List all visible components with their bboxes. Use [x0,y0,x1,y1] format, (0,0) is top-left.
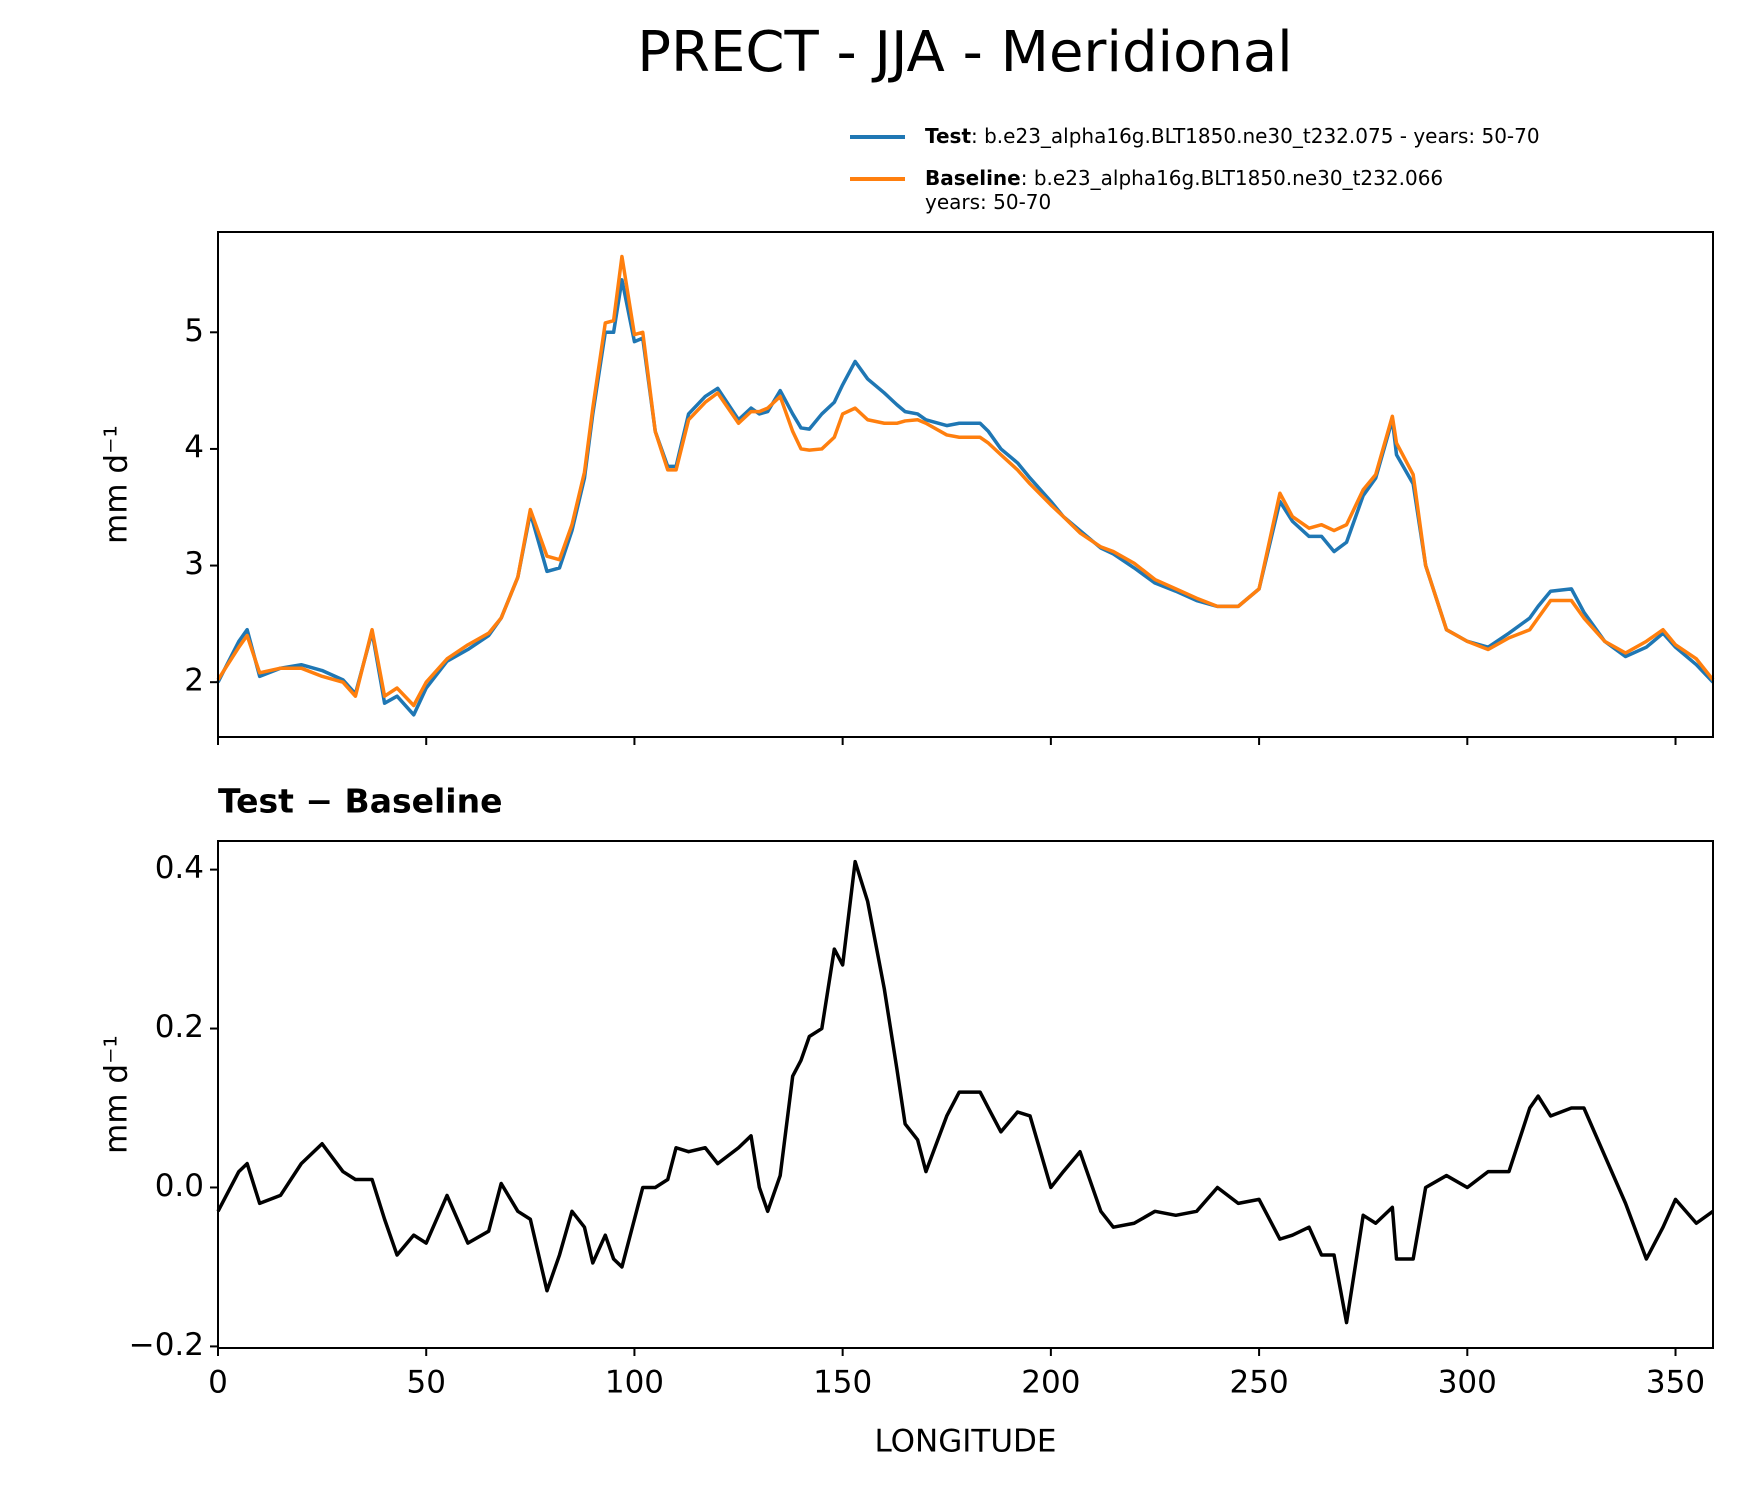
data-line [216,254,1715,708]
y-axis-label: mm d⁻¹ [99,425,135,544]
axes-frame [217,840,1714,1349]
x-tick-label: 50 [406,1365,445,1401]
data-line [216,859,1715,1325]
y-tick-label: 0.0 [155,1168,204,1204]
legend-label: years: 50-70 [925,190,1051,214]
y-tick-label: 2 [184,663,204,699]
panel-title: Test − Baseline [218,782,503,821]
plot-area [218,841,1713,1348]
axes-frame [217,231,1714,738]
x-tick-label: 100 [605,1365,664,1401]
legend-description: : b.e23_alpha16g.BLT1850.ne30_t232.066 [1021,166,1443,190]
y-axis-label: mm d⁻¹ [99,1035,135,1154]
legend-label: Baseline: b.e23_alpha16g.BLT1850.ne30_t2… [925,166,1443,190]
legend-label: Test: b.e23_alpha16g.BLT1850.ne30_t232.0… [925,124,1540,148]
legend-name: Test [925,124,971,148]
x-tick-label: 350 [1646,1365,1705,1401]
x-tick-label: 200 [1021,1365,1080,1401]
x-tick-label: 150 [813,1365,872,1401]
legend-description: : b.e23_alpha16g.BLT1850.ne30_t232.075 -… [971,124,1540,148]
legend-name: Baseline [925,166,1021,190]
y-tick-label: 0.2 [155,1009,204,1045]
x-tick-label: 0 [208,1365,228,1401]
y-tick-label: 5 [184,313,204,349]
x-tick-label: 300 [1438,1365,1497,1401]
y-tick-label: 3 [184,546,204,582]
x-axis-label: LONGITUDE [874,1424,1056,1460]
legend-description: years: 50-70 [925,190,1051,214]
y-tick-label: 4 [184,429,204,465]
x-tick-label: 250 [1230,1365,1289,1401]
y-tick-label: −0.2 [129,1327,204,1363]
chart-title: PRECT - JJA - Meridional [637,20,1292,85]
y-tick-label: 0.4 [155,850,204,886]
plot-area [218,232,1713,737]
